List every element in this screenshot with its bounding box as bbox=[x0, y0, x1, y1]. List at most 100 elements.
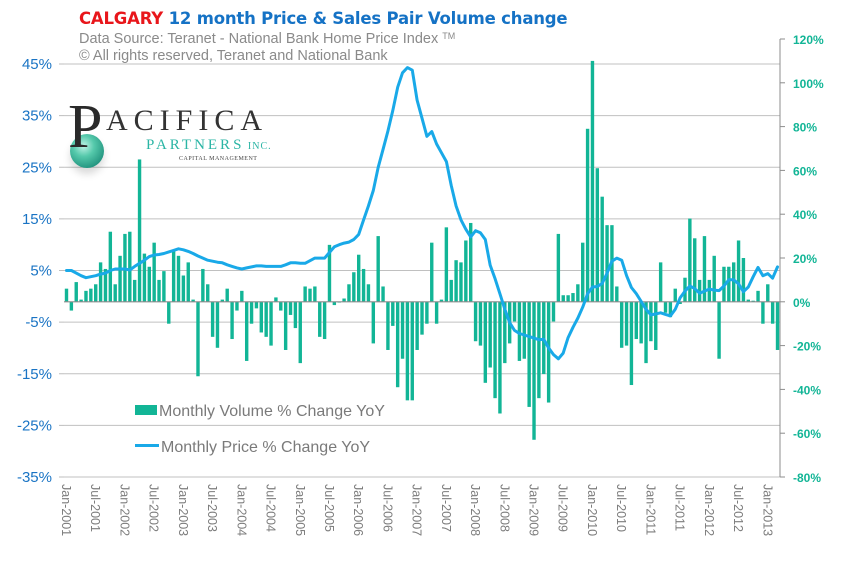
title-rest: 12 month Price & Sales Pair Volume chang… bbox=[163, 9, 568, 28]
volume-bar bbox=[283, 301, 288, 350]
x-tick-label: Jan-2006 bbox=[351, 484, 365, 536]
volume-bar bbox=[147, 266, 151, 302]
left-tick-label: 25% bbox=[22, 159, 52, 176]
volume-bar bbox=[191, 299, 195, 302]
volume-bar bbox=[206, 284, 210, 302]
volume-bar bbox=[342, 298, 346, 302]
left-tick-label: -5% bbox=[25, 314, 52, 331]
volume-bar bbox=[64, 288, 69, 302]
x-tick-label: Jan-2004 bbox=[234, 484, 248, 536]
data-source-text: Data Source: Teranet - National Bank Hom… bbox=[79, 31, 439, 47]
volume-bar bbox=[576, 284, 580, 302]
volume-bar bbox=[761, 301, 765, 324]
volume-bar bbox=[595, 168, 600, 302]
volume-bar bbox=[522, 301, 526, 359]
volume-bar bbox=[400, 301, 405, 359]
volume-bar bbox=[624, 301, 629, 346]
volume-bar bbox=[493, 301, 497, 399]
volume-bar bbox=[717, 301, 721, 359]
right-axis: 120% 100% 80% 60% 40% 20% 0% -20% -40% -60% -80% bbox=[779, 33, 824, 485]
x-tick-label: Jul-2003 bbox=[205, 484, 219, 532]
volume-bar bbox=[430, 242, 434, 302]
volume-bar bbox=[537, 301, 541, 399]
volume-bar bbox=[230, 301, 234, 340]
volume-bar bbox=[181, 275, 186, 302]
volume-bar bbox=[391, 301, 395, 326]
volume-bar bbox=[439, 299, 444, 302]
volume-bar bbox=[775, 301, 780, 350]
volume-bar bbox=[361, 268, 366, 302]
volume-bar bbox=[498, 301, 502, 414]
x-tick-label: Jan-2010 bbox=[585, 484, 599, 536]
volume-bar bbox=[162, 271, 166, 302]
logo-tagline: CAPITAL MANAGEMENT bbox=[179, 156, 258, 162]
volume-bar bbox=[469, 222, 473, 302]
legend-item-volume: Monthly Volume % Change YoY bbox=[135, 403, 385, 421]
volume-bar bbox=[590, 60, 595, 302]
x-tick-label: Jan-2002 bbox=[117, 484, 131, 536]
volume-bar bbox=[619, 301, 624, 348]
volume-bar bbox=[415, 301, 419, 350]
volume-bar bbox=[488, 301, 492, 368]
right-tick-label: 60% bbox=[793, 164, 817, 178]
volume-bar bbox=[581, 242, 585, 302]
volume-bar bbox=[84, 290, 88, 302]
logo-name: ACIFICA bbox=[106, 104, 269, 137]
volume-bar bbox=[770, 301, 775, 324]
volume-bar bbox=[663, 301, 668, 313]
left-tick-label: -35% bbox=[17, 469, 52, 486]
volume-bar bbox=[303, 286, 307, 302]
volume-bar bbox=[688, 218, 692, 302]
volume-bar bbox=[649, 301, 653, 342]
volume-bar bbox=[556, 233, 561, 302]
volume-bar bbox=[366, 284, 371, 302]
volume-bar bbox=[517, 301, 522, 361]
volume-bar bbox=[196, 301, 200, 377]
volume-bar bbox=[279, 301, 283, 311]
volume-bar bbox=[449, 279, 453, 302]
volume-bar bbox=[702, 236, 707, 302]
volume-bar bbox=[103, 268, 108, 302]
volume-bar bbox=[225, 288, 229, 302]
volume-bar bbox=[220, 299, 225, 302]
volume-bar bbox=[410, 301, 414, 401]
volume-bar bbox=[766, 284, 770, 302]
logo-inc: INC. bbox=[244, 141, 272, 152]
x-tick-label: Jul-2006 bbox=[380, 484, 394, 532]
volume-bar bbox=[118, 255, 122, 302]
volume-bar bbox=[171, 251, 176, 302]
volume-bar bbox=[532, 301, 536, 440]
volume-bar bbox=[244, 301, 249, 361]
legend-volume-label: Monthly Volume % Change YoY bbox=[159, 403, 385, 420]
legend-item-price: Monthly Price % Change YoY bbox=[135, 439, 370, 457]
left-tick-label: 15% bbox=[22, 211, 52, 228]
x-tick-label: Jul-2009 bbox=[556, 484, 570, 532]
volume-bar bbox=[69, 301, 74, 311]
volume-bar bbox=[269, 301, 273, 346]
volume-bar bbox=[697, 279, 702, 302]
volume-bar bbox=[644, 301, 648, 364]
x-tick-label: Jan-2011 bbox=[643, 484, 657, 535]
volume-bar bbox=[142, 253, 147, 302]
x-tick-label: Jan-2009 bbox=[527, 484, 541, 536]
x-tick-label: Jul-2012 bbox=[731, 484, 745, 532]
volume-bar bbox=[352, 272, 356, 302]
volume-bar bbox=[585, 128, 590, 302]
right-tick-label: -40% bbox=[793, 383, 821, 397]
volume-bar bbox=[434, 301, 439, 324]
x-tick-label: Jan-2013 bbox=[760, 484, 774, 536]
right-tick-label: 120% bbox=[793, 33, 824, 47]
volume-bar bbox=[79, 299, 83, 302]
volume-bar bbox=[332, 301, 337, 306]
volume-bar bbox=[318, 301, 322, 337]
volume-bar bbox=[132, 279, 137, 302]
volume-bar bbox=[157, 279, 161, 302]
x-tick-label: Jan-2003 bbox=[176, 484, 190, 536]
volume-bar bbox=[371, 301, 376, 344]
volume-bar bbox=[736, 240, 741, 302]
volume-bar bbox=[167, 301, 171, 324]
volume-bar bbox=[546, 301, 551, 403]
volume-bar bbox=[658, 262, 663, 302]
left-tick-label: 45% bbox=[22, 56, 52, 73]
volume-bar bbox=[128, 231, 132, 302]
